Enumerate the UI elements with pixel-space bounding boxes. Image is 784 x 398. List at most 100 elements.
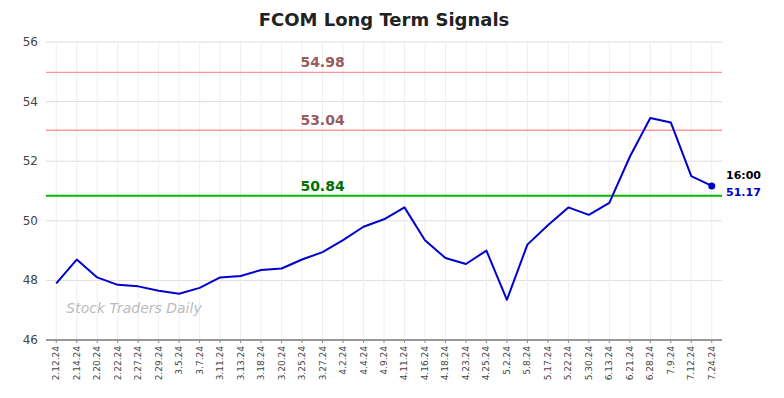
grid-line-x bbox=[404, 42, 405, 340]
x-tick-label: 4.11.24 bbox=[399, 346, 409, 381]
x-tick bbox=[711, 340, 712, 343]
grid-line-x bbox=[670, 42, 671, 340]
x-tick-label: 5.22.24 bbox=[563, 346, 573, 381]
grid-line-x bbox=[629, 42, 630, 340]
grid-line-x bbox=[281, 42, 282, 340]
reference-line bbox=[46, 72, 722, 73]
x-tick-label: 2.22.24 bbox=[113, 346, 123, 381]
x-tick bbox=[158, 340, 159, 343]
x-tick bbox=[568, 340, 569, 343]
x-tick bbox=[302, 340, 303, 343]
x-tick-label: 6.13.24 bbox=[604, 346, 614, 381]
x-tick bbox=[691, 340, 692, 343]
x-tick bbox=[97, 340, 98, 343]
grid-line-x bbox=[711, 42, 712, 340]
x-tick bbox=[240, 340, 241, 343]
x-tick bbox=[281, 340, 282, 343]
y-tick-label: 54 bbox=[23, 95, 38, 109]
x-tick-label: 4.16.24 bbox=[420, 346, 430, 381]
x-tick-label: 4.23.24 bbox=[461, 346, 471, 381]
x-tick bbox=[76, 340, 77, 343]
grid-line-x bbox=[588, 42, 589, 340]
x-tick bbox=[117, 340, 118, 343]
x-tick-label: 2.27.24 bbox=[133, 346, 143, 381]
grid-line-x bbox=[486, 42, 487, 340]
endpoint-time: 16:00 bbox=[726, 169, 761, 182]
watermark: Stock Traders Daily bbox=[66, 300, 202, 316]
grid-line-x bbox=[568, 42, 569, 340]
x-tick-label: 4.2.24 bbox=[338, 346, 348, 375]
reference-label: 53.04 bbox=[300, 112, 345, 128]
x-tick bbox=[629, 340, 630, 343]
x-tick-label: 6.28.24 bbox=[645, 346, 655, 381]
x-tick-label: 6.21.24 bbox=[625, 346, 635, 381]
grid-line-x bbox=[506, 42, 507, 340]
x-tick-label: 2.12.24 bbox=[51, 346, 61, 381]
grid-line-x bbox=[384, 42, 385, 340]
x-tick bbox=[56, 340, 57, 343]
x-tick bbox=[199, 340, 200, 343]
x-tick bbox=[465, 340, 466, 343]
x-tick bbox=[138, 340, 139, 343]
x-tick bbox=[220, 340, 221, 343]
grid-line-x bbox=[76, 42, 77, 340]
x-tick bbox=[343, 340, 344, 343]
x-tick-label: 3.11.24 bbox=[215, 346, 225, 381]
x-tick-label: 3.25.24 bbox=[297, 346, 307, 381]
reference-label: 54.98 bbox=[300, 54, 344, 70]
reference-line bbox=[46, 195, 722, 197]
x-tick bbox=[670, 340, 671, 343]
grid-line-x bbox=[220, 42, 221, 340]
grid bbox=[46, 42, 722, 340]
grid-line-x bbox=[138, 42, 139, 340]
x-tick-label: 7.24.24 bbox=[707, 346, 717, 381]
title: FCOM Long Term Signals bbox=[259, 9, 510, 30]
x-tick bbox=[404, 340, 405, 343]
grid-line-x bbox=[445, 42, 446, 340]
grid-line-x bbox=[97, 42, 98, 340]
x-tick-label: 5.8.24 bbox=[522, 346, 532, 375]
x-tick-label: 4.25.24 bbox=[481, 346, 491, 381]
grid-line-x bbox=[650, 42, 651, 340]
x-tick-label: 3.7.24 bbox=[195, 346, 205, 375]
grid-line-x bbox=[158, 42, 159, 340]
x-tick-label: 2.20.24 bbox=[92, 346, 102, 381]
reference-label: 50.84 bbox=[300, 178, 345, 194]
grid-line-x bbox=[527, 42, 528, 340]
x-tick bbox=[179, 340, 180, 343]
x-tick-label: 4.18.24 bbox=[440, 346, 450, 381]
series bbox=[56, 118, 715, 300]
endpoint-dot bbox=[708, 182, 715, 189]
chart: FCOM Long Term Signals4648505254562.12.2… bbox=[0, 0, 784, 398]
x-tick-label: 5.30.24 bbox=[584, 346, 594, 381]
x-tick-label: 3.18.24 bbox=[256, 346, 266, 381]
x-tick-label: 4.4.24 bbox=[359, 346, 369, 375]
x-tick-label: 3.20.24 bbox=[277, 346, 287, 381]
x-tick bbox=[527, 340, 528, 343]
x-tick-label: 4.9.24 bbox=[379, 346, 389, 375]
x-tick bbox=[547, 340, 548, 343]
x-tick bbox=[322, 340, 323, 343]
x-tick-label: 2.14.24 bbox=[72, 346, 82, 381]
endpoint-value: 51.17 bbox=[726, 186, 761, 199]
line bbox=[56, 118, 712, 300]
grid-line-x bbox=[465, 42, 466, 340]
x-tick-label: 3.27.24 bbox=[318, 346, 328, 381]
x-tick bbox=[506, 340, 507, 343]
x-tick-label: 3.5.24 bbox=[174, 346, 184, 375]
x-tick bbox=[424, 340, 425, 343]
grid-line-x bbox=[56, 42, 57, 340]
x-tick-label: 3.13.24 bbox=[236, 346, 246, 381]
x-tick bbox=[609, 340, 610, 343]
grid-line-x bbox=[261, 42, 262, 340]
grid-line-x bbox=[609, 42, 610, 340]
grid-line-x bbox=[691, 42, 692, 340]
x-tick bbox=[486, 340, 487, 343]
y-tick-label: 48 bbox=[23, 273, 38, 287]
x-tick-label: 5.17.24 bbox=[543, 346, 553, 381]
grid-line-x bbox=[117, 42, 118, 340]
reference-line bbox=[46, 130, 722, 131]
grid-line-x bbox=[199, 42, 200, 340]
x-tick bbox=[261, 340, 262, 343]
x-tick bbox=[363, 340, 364, 343]
